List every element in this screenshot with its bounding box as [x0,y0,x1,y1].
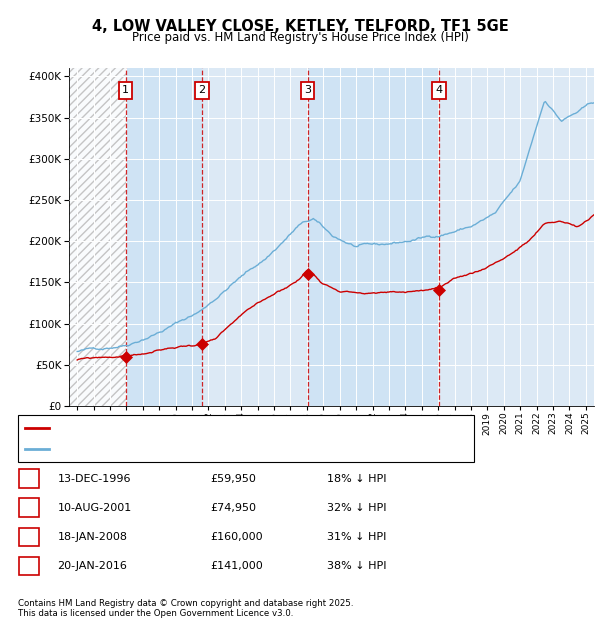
Text: 1: 1 [26,474,32,484]
Text: £59,950: £59,950 [210,474,256,484]
Text: 3: 3 [26,532,32,542]
Text: 4: 4 [26,561,32,571]
Text: £74,950: £74,950 [210,503,256,513]
Text: 2: 2 [199,86,206,95]
Text: 20-JAN-2016: 20-JAN-2016 [58,561,127,571]
Text: £160,000: £160,000 [210,532,263,542]
Text: Price paid vs. HM Land Registry's House Price Index (HPI): Price paid vs. HM Land Registry's House … [131,31,469,44]
Text: 4: 4 [436,86,443,95]
Text: 4, LOW VALLEY CLOSE, KETLEY, TELFORD, TF1 5GE: 4, LOW VALLEY CLOSE, KETLEY, TELFORD, TF… [92,19,508,33]
Text: This data is licensed under the Open Government Licence v3.0.: This data is licensed under the Open Gov… [18,609,293,618]
Bar [439,68,594,406]
Text: HPI: Average price, detached house, Telford and Wrekin: HPI: Average price, detached house, Telf… [54,445,331,454]
Text: £141,000: £141,000 [210,561,263,571]
Text: 10-AUG-2001: 10-AUG-2001 [58,503,132,513]
Text: 18-JAN-2008: 18-JAN-2008 [58,532,128,542]
Text: 4, LOW VALLEY CLOSE, KETLEY, TELFORD, TF1 5GE (detached house): 4, LOW VALLEY CLOSE, KETLEY, TELFORD, TF… [54,423,398,433]
Text: 1: 1 [122,86,129,95]
Text: 32% ↓ HPI: 32% ↓ HPI [327,503,386,513]
Bar [125,68,202,406]
Bar [308,68,439,406]
Text: 13-DEC-1996: 13-DEC-1996 [58,474,131,484]
Text: 31% ↓ HPI: 31% ↓ HPI [327,532,386,542]
Text: 18% ↓ HPI: 18% ↓ HPI [327,474,386,484]
Text: 3: 3 [304,86,311,95]
Text: Contains HM Land Registry data © Crown copyright and database right 2025.: Contains HM Land Registry data © Crown c… [18,600,353,608]
Text: 38% ↓ HPI: 38% ↓ HPI [327,561,386,571]
Text: 2: 2 [26,503,32,513]
Bar [202,68,308,406]
